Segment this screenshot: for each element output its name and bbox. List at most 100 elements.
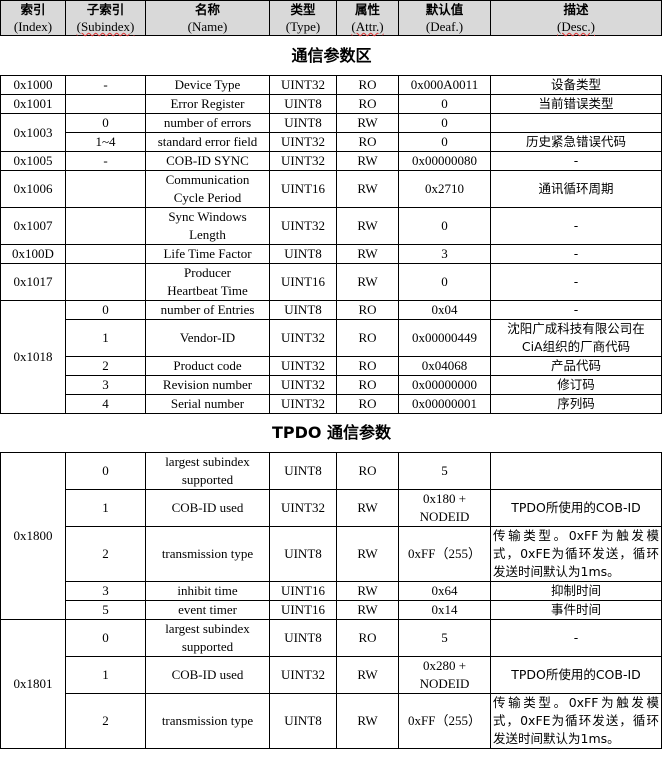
communication-params-table: 0x1000- Device Type UINT32 RO 0x000A0011 设备类型… bbox=[0, 75, 662, 414]
desc-cell: 当前错误类型 bbox=[490, 94, 662, 114]
name-cell: largest subindex supported bbox=[145, 619, 270, 657]
index-cell: 0x1001 bbox=[0, 94, 66, 114]
index-cell: 0x1003 bbox=[0, 113, 66, 152]
type-cell: UINT32 bbox=[269, 75, 337, 95]
attr-cell: RO bbox=[336, 75, 399, 95]
default-cell: 0xFF（255） bbox=[398, 693, 491, 749]
desc-cell: 抑制时间 bbox=[490, 581, 662, 601]
table-row: 2 Product code UINT32 RO 0x04068 产品代码 bbox=[1, 356, 662, 376]
default-cell: 0x00000449 bbox=[398, 319, 491, 357]
name-cell: COB-ID SYNC bbox=[145, 151, 270, 171]
table-row: 5 event timer UINT16 RW 0x14 事件时间 bbox=[1, 600, 662, 620]
table-row: 0x1801 0 largest subindex supported UINT8 RO… bbox=[0, 619, 662, 749]
header-name: 名称 (Name) bbox=[145, 0, 270, 36]
type-cell: UINT8 bbox=[269, 300, 337, 320]
attr-cell: RW bbox=[336, 263, 399, 301]
attr-cell: RO bbox=[336, 300, 399, 320]
subindex-cell: - bbox=[65, 151, 146, 171]
subindex-cell: 2 bbox=[65, 356, 146, 376]
subindex-cell bbox=[65, 170, 146, 208]
table-row: 4 Serial number UINT32 RO 0x00000001 序列码 bbox=[1, 394, 662, 414]
desc-cell: 序列码 bbox=[490, 394, 662, 414]
desc-cell: - bbox=[490, 300, 662, 320]
default-cell: 0 bbox=[398, 94, 491, 114]
name-cell: COB-ID used bbox=[145, 489, 270, 527]
desc-cell: 修订码 bbox=[490, 375, 662, 395]
type-cell: UINT32 bbox=[269, 356, 337, 376]
type-cell: UINT8 bbox=[269, 693, 337, 749]
table-row: 1 COB-ID used UINT32 RW 0x180 + NODEID TPDO所使… bbox=[1, 489, 662, 527]
attr-cell: RW bbox=[336, 600, 399, 620]
name-cell: number of Entries bbox=[145, 300, 270, 320]
name-cell: event timer bbox=[145, 600, 270, 620]
name-cell: Product code bbox=[145, 356, 270, 376]
index-cell: 0x1801 bbox=[0, 619, 66, 749]
name-cell: Life Time Factor bbox=[145, 244, 270, 264]
desc-cell: - bbox=[490, 263, 662, 301]
desc-cell: 传输类型。0xFF为触发模式，0xFE为循环发送，循环发送时间默认为1ms。 bbox=[490, 526, 662, 582]
subindex-cell: 4 bbox=[65, 394, 146, 414]
name-cell: Error Register bbox=[145, 94, 270, 114]
desc-cell: 通讯循环周期 bbox=[490, 170, 662, 208]
default-cell: 0x180 + NODEID bbox=[398, 489, 491, 527]
attr-cell: RW bbox=[336, 151, 399, 171]
type-cell: UINT32 bbox=[269, 207, 337, 245]
name-cell: Serial number bbox=[145, 394, 270, 414]
default-cell: 0x04 bbox=[398, 300, 491, 320]
subindex-cell: 0 bbox=[65, 113, 146, 133]
section-title-tpdo: TPDO 通信参数 bbox=[271, 423, 392, 442]
table-row: 0x1017 Producer Heartbeat Time UINT16 RW 0- bbox=[0, 263, 662, 301]
type-cell: UINT32 bbox=[269, 151, 337, 171]
subindex-cell bbox=[65, 263, 146, 301]
header-type: 类型 (Type) bbox=[269, 0, 337, 36]
default-cell: 0x000A0011 bbox=[398, 75, 491, 95]
name-cell: inhibit time bbox=[145, 581, 270, 601]
name-cell: Device Type bbox=[145, 75, 270, 95]
header-subindex: 子索引 (Subindex) bbox=[65, 0, 146, 36]
table-row: 0x1005- COB-ID SYNC UINT32 RW 0x00000080- bbox=[0, 151, 662, 171]
table-row: 1~4 standard error field UINT32 RO 0 历史紧急错误代码 bbox=[1, 132, 662, 152]
default-cell: 0x04068 bbox=[398, 356, 491, 376]
desc-cell: 设备类型 bbox=[490, 75, 662, 95]
attr-cell: RO bbox=[336, 132, 399, 152]
index-cell: 0x1018 bbox=[0, 300, 66, 414]
default-cell: 0xFF（255） bbox=[398, 526, 491, 582]
name-cell: Revision number bbox=[145, 375, 270, 395]
table-row: 0x100D Life Time Factor UINT8 RW 3- bbox=[0, 244, 662, 264]
attr-cell: RO bbox=[336, 375, 399, 395]
header-default: 默认值 (Deaf.) bbox=[398, 0, 491, 36]
default-cell: 0x2710 bbox=[398, 170, 491, 208]
index-cell: 0x1005 bbox=[0, 151, 66, 171]
subindex-cell: 5 bbox=[65, 600, 146, 620]
desc-cell: TPDO所使用的COB-ID bbox=[490, 489, 662, 527]
attr-cell: RW bbox=[336, 244, 399, 264]
table-row: 0x1006 Communication Cycle Period UINT16 RW… bbox=[0, 170, 662, 208]
table-row: 0x1007 Sync Windows Length UINT32 RW 0- bbox=[0, 207, 662, 245]
table-row: 3 inhibit time UINT16 RW 0x64 抑制时间 bbox=[1, 581, 662, 601]
name-cell: COB-ID used bbox=[145, 656, 270, 694]
type-cell: UINT8 bbox=[269, 526, 337, 582]
index-cell: 0x1017 bbox=[0, 263, 66, 301]
table-row: 0x1000- Device Type UINT32 RO 0x000A0011 设备类型 bbox=[0, 75, 662, 95]
type-cell: UINT8 bbox=[269, 113, 337, 133]
attr-cell: RO bbox=[336, 94, 399, 114]
type-cell: UINT32 bbox=[269, 319, 337, 357]
index-cell: 0x1006 bbox=[0, 170, 66, 208]
subindex-cell: 1 bbox=[65, 489, 146, 527]
header-desc: 描述 (Desc.) bbox=[490, 0, 662, 36]
subindex-cell: 1 bbox=[65, 656, 146, 694]
desc-cell: - bbox=[490, 151, 662, 171]
desc-cell bbox=[490, 452, 662, 490]
table-row: 1 COB-ID used UINT32 RW 0x280 + NODEID TPDO所使… bbox=[1, 656, 662, 694]
index-cell: 0x100D bbox=[0, 244, 66, 264]
type-cell: UINT8 bbox=[269, 452, 337, 490]
header-attr: 属性 (Attr.) bbox=[336, 0, 399, 36]
attr-cell: RO bbox=[336, 394, 399, 414]
attr-cell: RW bbox=[336, 489, 399, 527]
default-cell: 5 bbox=[398, 619, 491, 657]
tpdo-params-table: 0x1800 0 largest subindex supported UINT8 RO… bbox=[0, 452, 662, 749]
desc-cell: - bbox=[490, 207, 662, 245]
desc-cell: 产品代码 bbox=[490, 356, 662, 376]
default-cell: 0x280 + NODEID bbox=[398, 656, 491, 694]
header-index: 索引 (Index) bbox=[0, 0, 66, 36]
